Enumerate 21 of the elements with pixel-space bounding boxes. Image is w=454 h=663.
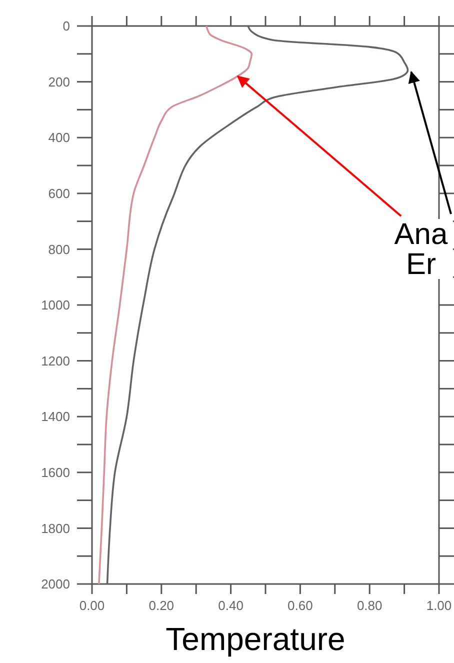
x-tick-label: 0.20 bbox=[148, 598, 174, 613]
y-tick-label: 1000 bbox=[41, 298, 70, 313]
y-tick-label: 1800 bbox=[41, 520, 70, 536]
y-tick-label: 800 bbox=[48, 242, 70, 257]
x-tick-label: 0.00 bbox=[79, 598, 105, 613]
y-tick-label: 1600 bbox=[41, 464, 70, 480]
x-tick-label: 0.80 bbox=[356, 598, 382, 613]
y-tick-label: 1200 bbox=[41, 353, 70, 368]
y-tick-label: 0 bbox=[62, 18, 70, 34]
x-tick-label: 0.40 bbox=[218, 598, 244, 613]
x-tick-label: 0.60 bbox=[288, 598, 313, 613]
y-tick-label: 400 bbox=[48, 130, 70, 146]
y-tick-label: 600 bbox=[48, 186, 70, 201]
y-tick-label: 2000 bbox=[41, 576, 70, 592]
annotation: Ana bbox=[394, 218, 448, 251]
line-series bbox=[98, 25, 253, 585]
annotation: Er bbox=[406, 248, 436, 281]
y-tick-label: 200 bbox=[48, 74, 70, 90]
x-axis-title: Temperature bbox=[166, 621, 346, 657]
y-tick-label: 1400 bbox=[41, 409, 70, 424]
x-tick-label: 1.00 bbox=[426, 598, 452, 613]
